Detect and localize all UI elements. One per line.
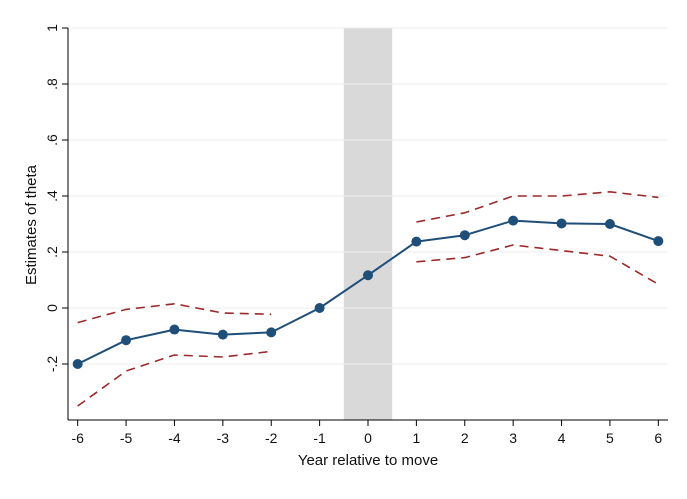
x-tick-label: 4	[558, 430, 566, 446]
y-tick-label: -.2	[44, 356, 60, 373]
x-tick-label: 1	[412, 430, 420, 446]
estimate-point	[508, 215, 519, 226]
axis-layer: -.2 0 .2 .4 .6 .8 1 -6 -5 -4 -3 -2 -1 0 1 2 3 4 5 6	[44, 24, 668, 446]
lower-ci-line	[77, 350, 272, 407]
x-tick-label: -1	[313, 430, 326, 446]
x-axis-label: Year relative to move	[298, 452, 438, 469]
upper-ci-line	[77, 302, 272, 324]
estimate-point	[314, 303, 325, 313]
x-tick-label: 2	[461, 430, 469, 446]
x-tick-label: 5	[606, 430, 614, 446]
x-tick-label: -6	[71, 430, 84, 446]
estimate-point	[72, 359, 83, 369]
upper-ci-line	[416, 191, 659, 223]
marker-layer	[72, 215, 664, 369]
estimate-point	[459, 230, 470, 241]
x-tick-label: 3	[509, 430, 517, 446]
y-tick-label: .8	[44, 78, 60, 90]
x-tick-label: -3	[217, 430, 230, 446]
grid-layer	[68, 27, 668, 365]
estimate-point	[411, 236, 422, 247]
y-tick-label: 0	[44, 304, 60, 312]
x-tick-label: -4	[168, 430, 181, 446]
y-tick-label: .4	[44, 190, 60, 202]
shaded-band-layer	[343, 28, 393, 420]
estimate-point	[556, 218, 567, 229]
estimate-point	[217, 329, 228, 340]
estimate-point	[169, 324, 180, 335]
estimate-point	[363, 270, 373, 281]
shaded-band	[343, 28, 393, 420]
lower-ci-line	[416, 244, 659, 285]
y-axis-label: Estimates of theta	[23, 164, 40, 285]
estimate-point	[653, 236, 664, 247]
estimate-point	[121, 335, 132, 346]
x-tick-label: 6	[654, 430, 662, 446]
estimate-point	[604, 219, 615, 229]
estimate-point	[266, 327, 277, 338]
x-tick-label: 0	[364, 430, 372, 446]
y-tick-label: 1	[44, 24, 60, 32]
x-tick-label: -5	[120, 430, 133, 446]
y-tick-label: .2	[44, 246, 60, 258]
y-tick-label: .6	[44, 134, 60, 146]
x-tick-label: -2	[265, 430, 278, 446]
